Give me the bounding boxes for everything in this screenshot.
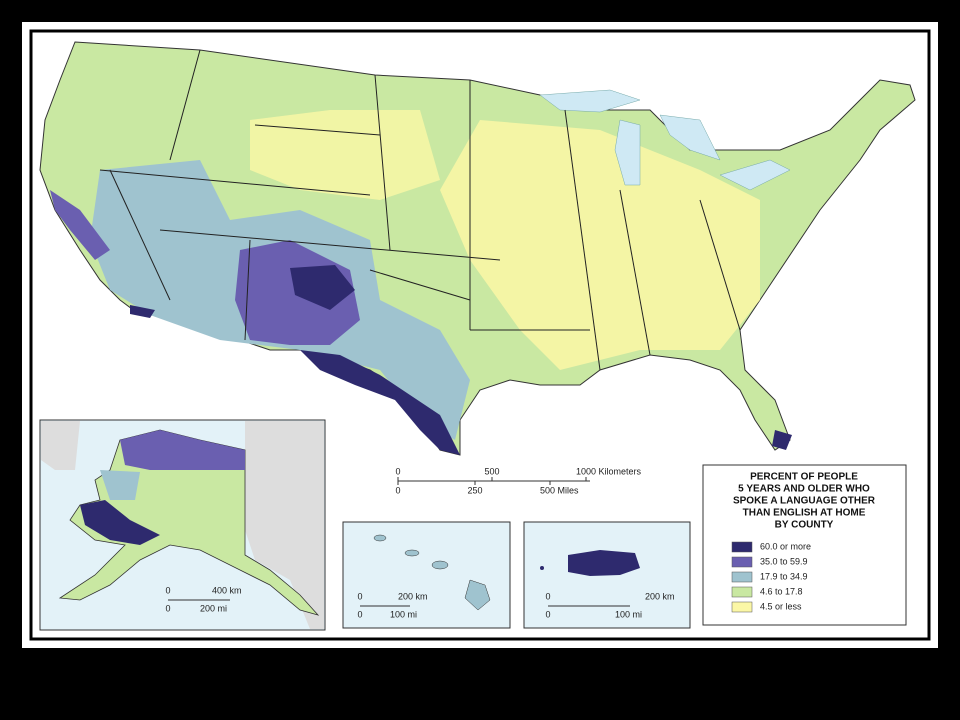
scale-label: 1000 Kilometers bbox=[576, 466, 642, 476]
legend-label: 35.0 to 59.9 bbox=[760, 556, 808, 566]
high-share-region bbox=[50, 190, 110, 260]
scale-label: 500 Miles bbox=[540, 485, 579, 495]
low-share-region bbox=[250, 110, 440, 200]
legend-label: 17.9 to 34.9 bbox=[760, 571, 808, 581]
scale-label: 0 bbox=[357, 591, 362, 601]
canada bbox=[245, 421, 324, 629]
puerto-rico bbox=[568, 550, 640, 576]
scale-label: 0 bbox=[545, 591, 550, 601]
scale-label: 0 bbox=[165, 603, 170, 613]
scale-label: 0 bbox=[165, 585, 170, 595]
legend-label: 4.5 or less bbox=[760, 601, 802, 611]
contiguous-us bbox=[39, 41, 916, 456]
scale-label: 100 mi bbox=[390, 609, 417, 619]
very-high-region bbox=[772, 430, 792, 450]
island bbox=[404, 549, 420, 557]
scale-label: 0 bbox=[395, 466, 400, 476]
state-lines bbox=[99, 49, 741, 371]
scale-label: 200 km bbox=[645, 591, 675, 601]
low-share-region bbox=[440, 120, 760, 370]
alaska-inset: 0 400 km 0 200 mi bbox=[39, 419, 326, 631]
russia bbox=[41, 421, 80, 470]
scale-label: 100 mi bbox=[615, 609, 642, 619]
scale-label: 200 mi bbox=[200, 603, 227, 613]
legend-title: PERCENT OF PEOPLE bbox=[750, 472, 858, 483]
island bbox=[431, 560, 449, 570]
legend-title: 5 YEARS AND OLDER WHO bbox=[738, 484, 870, 495]
legend-title: SPOKE A LANGUAGE OTHER bbox=[733, 496, 876, 507]
legend-label: 4.6 to 17.8 bbox=[760, 586, 803, 596]
inset-frame bbox=[342, 521, 511, 629]
great-lakes bbox=[719, 159, 791, 191]
hawaii-inset: 0 200 km 0 100 mi bbox=[342, 521, 511, 629]
island bbox=[373, 534, 387, 542]
alaska-mid bbox=[100, 470, 140, 500]
legend-swatch bbox=[731, 571, 753, 583]
legend-swatch bbox=[731, 586, 753, 598]
alaska-high bbox=[120, 430, 245, 470]
great-lakes bbox=[659, 114, 721, 161]
scale-label: 400 km bbox=[212, 585, 242, 595]
scale-label: 0 bbox=[357, 609, 362, 619]
legend-swatch bbox=[731, 556, 753, 568]
scale-label: 250 bbox=[467, 485, 482, 495]
island bbox=[540, 566, 544, 570]
great-lakes bbox=[539, 89, 641, 113]
island bbox=[464, 579, 491, 611]
scale-label: 0 bbox=[395, 485, 400, 495]
very-high-region bbox=[130, 305, 155, 318]
legend-swatch bbox=[731, 601, 753, 613]
puerto-rico-inset: 0 200 km 0 100 mi bbox=[523, 521, 691, 629]
main-scale-bar: 0 500 1000 Kilometers 0 250 500 Miles bbox=[395, 466, 641, 495]
scale-label: 200 km bbox=[398, 591, 428, 601]
legend-label: 60.0 or more bbox=[760, 541, 811, 551]
legend-swatch bbox=[731, 541, 753, 553]
very-high-region bbox=[290, 265, 355, 310]
alaska-very-high bbox=[80, 500, 160, 545]
scale-label: 500 bbox=[484, 466, 499, 476]
great-lakes bbox=[614, 119, 641, 186]
scale-label: 0 bbox=[545, 609, 550, 619]
legend-title: THAN ENGLISH AT HOME bbox=[743, 508, 866, 519]
legend-title: BY COUNTY bbox=[775, 520, 834, 531]
very-high-region bbox=[300, 350, 460, 455]
